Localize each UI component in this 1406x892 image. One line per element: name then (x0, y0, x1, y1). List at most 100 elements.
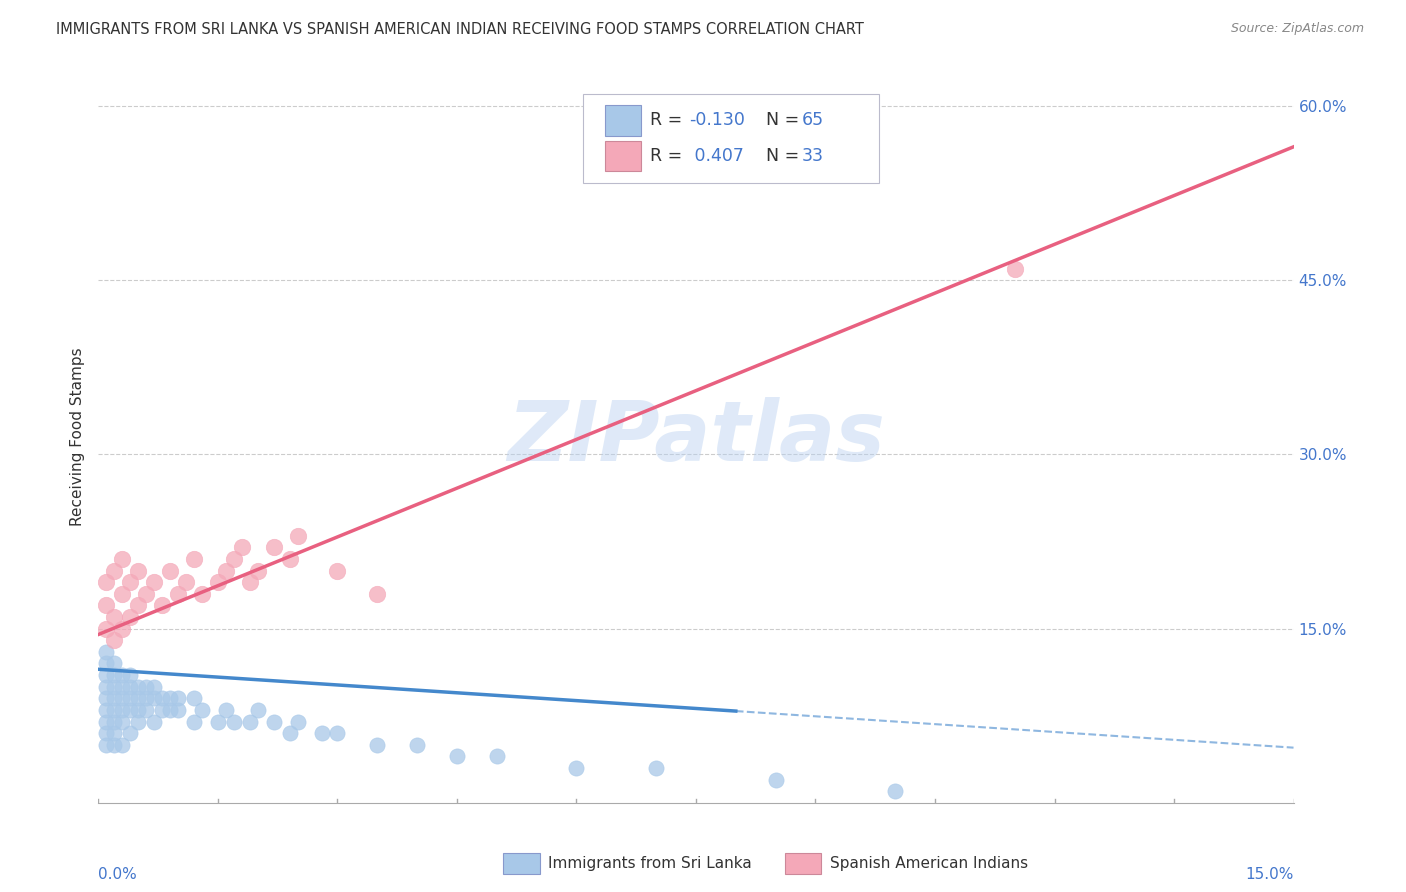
Point (485, 749, 508, 764)
Point (278, 726, 301, 740)
Point (222, 714, 245, 729)
Point (120, 610, 142, 624)
Point (143, 691, 166, 706)
Point (135, 691, 157, 706)
Point (127, 564, 149, 578)
Point (231, 541, 253, 555)
Point (103, 726, 125, 740)
Point (96, 703, 118, 717)
Point (96, 691, 118, 706)
Point (884, 784, 907, 798)
Point (127, 680, 149, 694)
Text: Spanish American Indians: Spanish American Indians (830, 856, 1028, 871)
Point (263, 714, 285, 729)
Point (159, 564, 181, 578)
Point (103, 691, 125, 706)
Point (183, 691, 205, 706)
Text: Source: ZipAtlas.com: Source: ZipAtlas.com (1230, 22, 1364, 36)
Point (143, 680, 166, 694)
Point (191, 703, 214, 717)
Point (111, 622, 134, 636)
Point (263, 541, 285, 555)
Point (215, 703, 238, 717)
Text: R =: R = (650, 112, 688, 129)
Point (167, 703, 190, 717)
Point (103, 668, 125, 682)
Point (366, 738, 388, 752)
Point (183, 714, 205, 729)
Point (183, 552, 205, 566)
Point (645, 761, 668, 775)
Text: ZIPatlas: ZIPatlas (508, 397, 884, 477)
Point (96, 575, 118, 590)
Point (150, 691, 173, 706)
Point (120, 575, 142, 590)
Point (127, 599, 149, 613)
Text: 65: 65 (801, 112, 824, 129)
Point (150, 599, 173, 613)
Point (120, 668, 142, 682)
Text: N =: N = (755, 112, 804, 129)
Point (96, 680, 118, 694)
Point (287, 714, 309, 729)
Point (120, 691, 142, 706)
Point (96, 726, 118, 740)
Point (311, 726, 333, 740)
Point (207, 714, 229, 729)
Point (111, 680, 134, 694)
Point (111, 714, 134, 729)
Point (96, 738, 118, 752)
Point (278, 552, 301, 566)
Point (135, 680, 157, 694)
Point (103, 610, 125, 624)
Point (111, 738, 134, 752)
Point (191, 587, 214, 601)
Point (103, 738, 125, 752)
Point (239, 575, 262, 590)
Point (167, 691, 190, 706)
Point (143, 714, 166, 729)
Point (96, 599, 118, 613)
Point (150, 703, 173, 717)
Point (143, 575, 166, 590)
Point (207, 575, 229, 590)
Point (135, 587, 157, 601)
Point (326, 726, 349, 740)
Point (215, 564, 238, 578)
Point (103, 564, 125, 578)
Point (120, 680, 142, 694)
Point (222, 552, 245, 566)
Point (111, 668, 134, 682)
Point (326, 564, 349, 578)
Point (246, 703, 269, 717)
Point (103, 680, 125, 694)
Point (565, 761, 588, 775)
Text: 0.407: 0.407 (689, 147, 744, 165)
Point (246, 564, 269, 578)
Point (120, 726, 142, 740)
Point (111, 703, 134, 717)
Point (239, 714, 262, 729)
Point (159, 703, 181, 717)
Text: -0.130: -0.130 (689, 112, 745, 129)
Text: R =: R = (650, 147, 688, 165)
Text: 33: 33 (801, 147, 824, 165)
Point (103, 633, 125, 648)
Point (1004, 261, 1026, 276)
Point (120, 703, 142, 717)
Point (287, 529, 309, 543)
Point (96, 714, 118, 729)
Point (111, 691, 134, 706)
Point (96, 645, 118, 659)
Point (366, 587, 388, 601)
Point (96, 622, 118, 636)
Point (111, 552, 134, 566)
Point (446, 749, 468, 764)
Point (103, 703, 125, 717)
Text: IMMIGRANTS FROM SRI LANKA VS SPANISH AMERICAN INDIAN RECEIVING FOOD STAMPS CORRE: IMMIGRANTS FROM SRI LANKA VS SPANISH AME… (56, 22, 865, 37)
Text: Immigrants from Sri Lanka: Immigrants from Sri Lanka (548, 856, 752, 871)
Point (96, 657, 118, 671)
Point (159, 691, 181, 706)
Point (406, 738, 429, 752)
Point (103, 657, 125, 671)
